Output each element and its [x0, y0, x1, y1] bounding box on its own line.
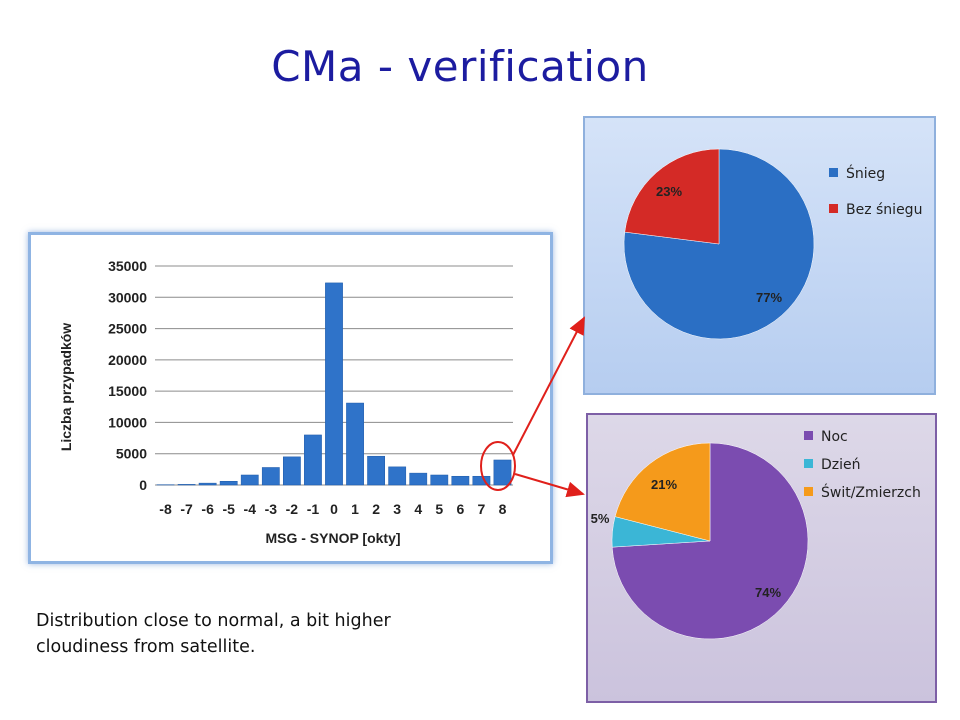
snow-pie-data-label: 77%: [756, 290, 782, 305]
histogram-chart: 0 5000 10000 15000 20000 25000 30000 35000 -8 -7…: [58, 258, 513, 546]
histogram-bar: [261, 467, 280, 486]
histogram-bar: [388, 466, 407, 486]
x-tick-label: 5: [435, 501, 443, 517]
legend-label-night: Noc: [821, 429, 848, 445]
legend-item-night: Noc: [804, 429, 848, 445]
legend-swatch-no-snow: [829, 204, 838, 213]
y-axis-label: Liczba przypadków: [58, 323, 74, 451]
x-tick-label: 3: [393, 501, 401, 517]
x-tick-label: -7: [180, 501, 193, 517]
daytime-pie-slice: [614, 442, 711, 542]
histogram-panel: 0 5000 10000 15000 20000 25000 30000 35000 -8 -7…: [28, 232, 553, 564]
histogram-bar: [325, 282, 343, 486]
histogram-bar: [219, 480, 238, 486]
snow-pie-data-label: 23%: [656, 184, 682, 199]
snow-pie-slice: [624, 148, 720, 245]
x-axis-label: MSG - SYNOP [okty]: [265, 530, 400, 546]
legend-item-no-snow: Bez śniegu: [829, 202, 922, 218]
histogram-bar: [304, 434, 322, 486]
x-tick-label: -4: [244, 501, 257, 517]
legend-swatch-twilight: [804, 487, 813, 496]
y-tick-label: 5000: [116, 446, 147, 462]
y-tick-label: 30000: [108, 289, 147, 305]
legend-item-snow: Śnieg: [829, 166, 885, 182]
y-tick-label: 25000: [108, 321, 147, 337]
legend-swatch-day: [804, 459, 813, 468]
histogram-bar: [493, 459, 512, 486]
histogram-bar: [240, 474, 259, 486]
histogram-bar: [472, 475, 491, 486]
daytime-pie-data-label: 5%: [591, 511, 610, 526]
x-tick-label: -3: [265, 501, 278, 517]
x-tick-label: -8: [159, 501, 172, 517]
snow-pie-panel: 77% 23% Śnieg Bez śniegu: [583, 116, 936, 395]
y-tick-label: 0: [139, 477, 147, 493]
histogram-bar: [198, 482, 217, 486]
histogram-bar: [451, 475, 470, 486]
histogram-bar: [367, 455, 386, 486]
y-tick-label: 20000: [108, 352, 147, 368]
y-tick-label: 35000: [108, 258, 147, 274]
legend-label-snow: Śnieg: [846, 166, 886, 182]
caption-text: Distribution close to normal, a bit high…: [36, 611, 391, 657]
x-tick-label: -6: [201, 501, 214, 517]
daytime-pie-chart: 74% 5% 21%: [591, 442, 809, 640]
histogram-bar: [409, 472, 428, 486]
legend-swatch-snow: [829, 168, 838, 177]
daytime-pie-data-label: 74%: [755, 585, 781, 600]
legend-item-day: Dzień: [804, 457, 861, 473]
page-title: CMa - verification: [271, 42, 649, 91]
x-tick-label: 4: [414, 501, 422, 517]
x-tick-label: 8: [499, 501, 507, 517]
legend-label-day: Dzień: [821, 457, 861, 473]
histogram-bar: [430, 474, 449, 486]
x-tick-label: -1: [307, 501, 320, 517]
x-tick-label: 7: [478, 501, 486, 517]
y-tick-label: 15000: [108, 383, 147, 399]
daytime-pie-data-label: 21%: [651, 477, 677, 492]
histogram-bar: [346, 402, 364, 486]
legend-label-no-snow: Bez śniegu: [846, 202, 923, 218]
legend-swatch-night: [804, 431, 813, 440]
histogram-bar: [177, 484, 196, 486]
x-tick-label: 0: [330, 501, 338, 517]
y-tick-label: 10000: [108, 414, 147, 430]
legend-label-twilight: Świt/Zmierzch: [821, 485, 921, 501]
daytime-pie-panel: 74% 5% 21% Noc Dzień Świt/Zmierzch: [586, 413, 937, 703]
x-tick-label: -5: [222, 501, 235, 517]
x-tick-label: 1: [351, 501, 359, 517]
snow-pie-chart: 77% 23%: [623, 148, 815, 340]
x-tick-label: 6: [456, 501, 464, 517]
histogram-bar: [282, 456, 301, 486]
legend-item-twilight: Świt/Zmierzch: [804, 485, 921, 501]
x-tick-label: 2: [372, 501, 380, 517]
x-tick-label: -2: [286, 501, 299, 517]
